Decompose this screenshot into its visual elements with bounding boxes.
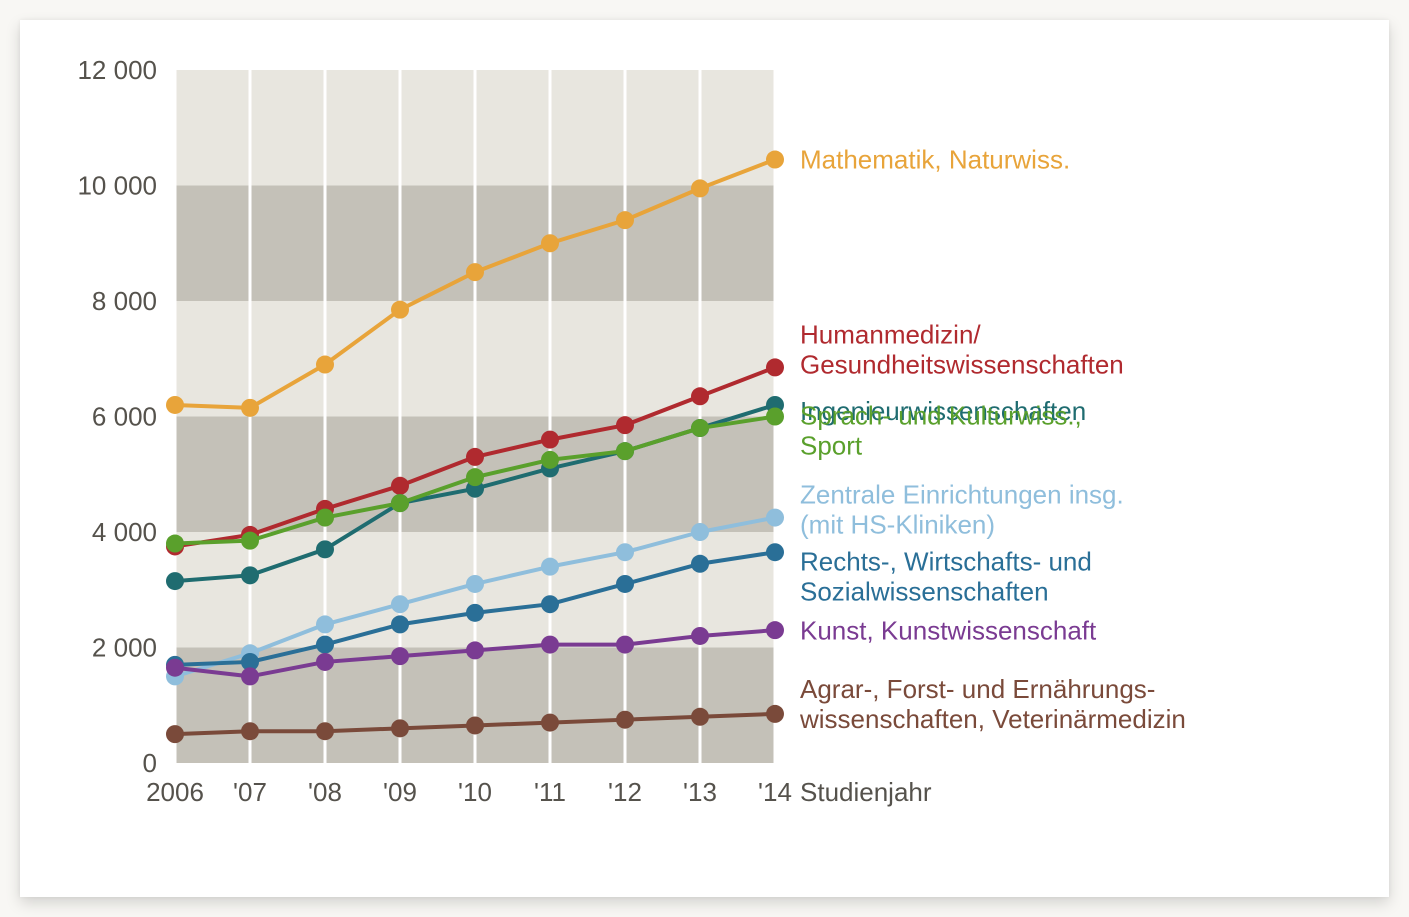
series-marker-agrar	[241, 722, 259, 740]
series-marker-engineering	[241, 566, 259, 584]
series-marker-art	[316, 653, 334, 671]
series-marker-language	[241, 532, 259, 550]
series-marker-central	[391, 595, 409, 613]
series-marker-art	[616, 636, 634, 654]
series-marker-art	[541, 636, 559, 654]
series-marker-agrar	[616, 711, 634, 729]
x-tick-label: '07	[233, 777, 267, 807]
x-tick-label: '08	[308, 777, 342, 807]
series-marker-art	[241, 667, 259, 685]
y-tick-label: 8 000	[92, 286, 157, 316]
series-marker-math	[616, 211, 634, 229]
series-marker-engineering	[166, 572, 184, 590]
series-marker-language	[391, 494, 409, 512]
series-marker-agrar	[166, 725, 184, 743]
series-marker-language	[616, 442, 634, 460]
x-tick-label: '12	[608, 777, 642, 807]
series-marker-central	[316, 615, 334, 633]
series-marker-math	[316, 356, 334, 374]
legend-label-language: Sprach- und Kulturwiss.,Sport	[800, 401, 1082, 461]
x-tick-label: '14	[758, 777, 792, 807]
series-marker-language	[466, 468, 484, 486]
y-tick-label: 2 000	[92, 633, 157, 663]
series-marker-language	[316, 509, 334, 527]
series-marker-central	[691, 523, 709, 541]
x-tick-label: '11	[534, 777, 566, 807]
series-marker-art	[766, 621, 784, 639]
series-marker-agrar	[391, 719, 409, 737]
series-marker-math	[391, 301, 409, 319]
series-marker-math	[541, 234, 559, 252]
series-marker-agrar	[691, 708, 709, 726]
series-marker-engineering	[316, 540, 334, 558]
series-marker-central	[766, 509, 784, 527]
series-marker-language	[691, 419, 709, 437]
series-marker-agrar	[466, 716, 484, 734]
series-marker-math	[766, 151, 784, 169]
series-marker-medicine	[541, 431, 559, 449]
legend-label-central: Zentrale Einrichtungen insg.(mit HS-Klin…	[800, 480, 1124, 540]
series-marker-law	[691, 555, 709, 573]
series-marker-law	[616, 575, 634, 593]
x-tick-label: 2006	[146, 777, 204, 807]
series-marker-law	[316, 636, 334, 654]
series-marker-math	[166, 396, 184, 414]
series-marker-math	[466, 263, 484, 281]
series-marker-agrar	[766, 705, 784, 723]
legend-label-medicine: Humanmedizin/Gesundheitswissenschaften	[800, 320, 1124, 380]
legend-label-law: Rechts-, Wirtschafts- undSozialwissensch…	[800, 546, 1092, 606]
series-marker-math	[691, 179, 709, 197]
legend-label-agrar: Agrar-, Forst- und Ernährungs-wissenscha…	[799, 674, 1186, 734]
x-tick-label: '09	[383, 777, 417, 807]
series-marker-agrar	[541, 714, 559, 732]
series-marker-agrar	[316, 722, 334, 740]
y-tick-label: 6 000	[92, 402, 157, 432]
series-marker-language	[766, 408, 784, 426]
series-marker-math	[241, 399, 259, 417]
series-marker-art	[166, 659, 184, 677]
y-tick-label: 12 000	[77, 55, 157, 85]
series-marker-law	[466, 604, 484, 622]
series-marker-medicine	[691, 387, 709, 405]
series-marker-art	[466, 641, 484, 659]
series-marker-medicine	[616, 416, 634, 434]
series-marker-law	[391, 615, 409, 633]
chart-card: 0 2 000 4 000 6 000 8 000 10 000 12 000 2006 '07…	[20, 20, 1389, 897]
x-axis-label: Studienjahr	[800, 777, 932, 807]
legend-label-math: Mathematik, Naturwiss.	[800, 145, 1070, 175]
series-marker-medicine	[766, 358, 784, 376]
y-tick-label: 0	[143, 748, 157, 778]
y-tick-label: 4 000	[92, 517, 157, 547]
series-marker-art	[691, 627, 709, 645]
series-marker-medicine	[466, 448, 484, 466]
series-marker-medicine	[391, 477, 409, 495]
series-marker-central	[466, 575, 484, 593]
series-marker-language	[541, 451, 559, 469]
x-tick-label: '13	[683, 777, 717, 807]
series-marker-law	[541, 595, 559, 613]
legend-label-art: Kunst, Kunstwissenschaft	[800, 615, 1097, 645]
series-marker-language	[166, 535, 184, 553]
line-chart: 0 2 000 4 000 6 000 8 000 10 000 12 000 2006 '07…	[20, 20, 1389, 897]
series-marker-art	[391, 647, 409, 665]
x-tick-label: '10	[458, 777, 492, 807]
series-marker-law	[766, 543, 784, 561]
y-tick-label: 10 000	[77, 171, 157, 201]
series-marker-central	[541, 558, 559, 576]
series-marker-central	[616, 543, 634, 561]
